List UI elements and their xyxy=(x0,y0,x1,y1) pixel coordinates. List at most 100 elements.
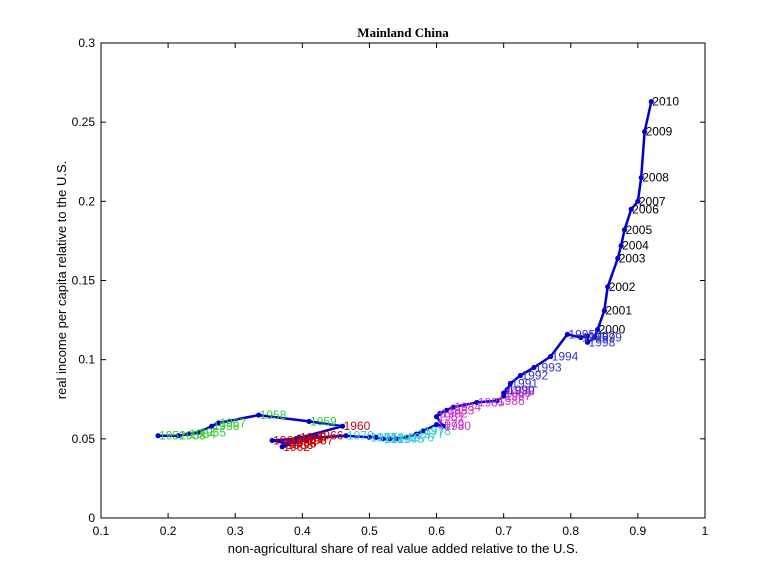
data-point xyxy=(595,326,601,333)
data-point xyxy=(578,334,584,341)
year-label: 1995 xyxy=(568,327,595,341)
year-label: 1981 xyxy=(438,410,465,424)
data-point xyxy=(501,390,507,396)
y-axis-ticks: 0 0.05 0.1 0.15 0.2 0.25 0.3 xyxy=(72,36,705,525)
year-label: 1952 xyxy=(159,429,186,443)
data-point xyxy=(444,407,450,413)
data-point xyxy=(306,418,312,425)
year-label: 1998 xyxy=(589,335,616,349)
data-point xyxy=(209,423,215,429)
data-point xyxy=(635,198,641,204)
x-tick-label: 0.8 xyxy=(562,524,579,538)
year-label: 1957 xyxy=(219,416,246,430)
data-point xyxy=(648,98,654,105)
data-point xyxy=(175,433,181,439)
data-point xyxy=(366,434,373,440)
data-point xyxy=(256,412,262,418)
data-point xyxy=(621,227,628,233)
year-label: 1985 xyxy=(478,395,505,409)
year-label: 1996 xyxy=(582,331,609,345)
year-label: 2008 xyxy=(642,171,669,185)
year-label: 1959 xyxy=(310,414,337,428)
year-label: 1970 xyxy=(347,429,374,443)
year-label: 1989 xyxy=(505,386,532,400)
year-label: 1999 xyxy=(595,331,622,345)
year-label: 1971 xyxy=(370,430,397,444)
data-point xyxy=(628,206,634,212)
data-point xyxy=(296,434,302,440)
x-axis-label: non-agricultural share of real value add… xyxy=(228,541,578,556)
data-point xyxy=(564,331,571,337)
year-label: 1994 xyxy=(552,350,579,364)
year-label: 1974 xyxy=(391,432,418,446)
x-tick-label: 0.4 xyxy=(294,524,311,538)
data-point xyxy=(517,372,524,379)
x-tick-label: 0.9 xyxy=(630,524,647,538)
data-point xyxy=(450,404,456,410)
data-series xyxy=(155,98,654,450)
data-point xyxy=(440,423,446,429)
data-point xyxy=(615,255,621,261)
y-tick-label: 0.05 xyxy=(72,432,96,446)
data-point xyxy=(393,436,399,442)
data-point xyxy=(420,428,426,434)
data-point xyxy=(303,437,309,444)
year-label: 2004 xyxy=(622,239,649,253)
year-label: 1988 xyxy=(508,384,535,398)
year-label: 1991 xyxy=(511,376,538,390)
year-label: 1975 xyxy=(397,432,424,446)
data-point xyxy=(215,420,222,426)
x-tick-label: 0.2 xyxy=(160,524,177,538)
data-point xyxy=(413,431,420,437)
data-point xyxy=(494,398,500,404)
data-point xyxy=(155,433,161,439)
year-label: 1967 xyxy=(307,433,334,447)
chart-title: Mainland China xyxy=(357,25,449,40)
data-point xyxy=(403,434,409,440)
x-tick-label: 0.6 xyxy=(428,524,445,538)
year-label: 1962 xyxy=(283,440,310,454)
data-point xyxy=(286,440,292,447)
year-label: 2010 xyxy=(652,95,679,109)
x-tick-label: 0.7 xyxy=(495,524,512,538)
data-point xyxy=(313,433,319,439)
year-label: 1969 xyxy=(273,433,300,447)
year-label: 2001 xyxy=(605,304,632,318)
year-label: 1990 xyxy=(508,383,535,397)
data-point xyxy=(591,334,597,341)
year-label: 1965 xyxy=(300,430,327,444)
year-label: 1982 xyxy=(441,407,468,421)
data-point xyxy=(548,353,554,360)
x-tick-label: 0.1 xyxy=(93,524,110,538)
x-tick-label: 0.5 xyxy=(361,524,378,538)
year-label: 1955 xyxy=(199,426,226,440)
year-label: 1954 xyxy=(189,427,216,441)
data-point xyxy=(504,387,510,393)
x-axis-ticks: 0.1 0.2 0.3 0.4 0.5 0.6 0.7 0.8 0.9 1 xyxy=(93,43,709,538)
y-tick-label: 0.3 xyxy=(78,36,95,50)
year-label: 1961 xyxy=(297,432,324,446)
year-label: 1953 xyxy=(179,429,206,443)
data-point xyxy=(340,423,346,429)
data-point xyxy=(507,380,513,387)
data-point xyxy=(601,307,607,314)
year-label: 1963 xyxy=(287,438,314,452)
year-label: 2000 xyxy=(599,323,626,337)
data-point xyxy=(642,129,648,135)
year-label: 1978 xyxy=(424,424,451,438)
year-label: 1968 xyxy=(290,437,317,451)
year-label: 2006 xyxy=(632,202,659,216)
data-point xyxy=(386,436,393,442)
y-tick-label: 0.1 xyxy=(78,353,95,367)
data-point xyxy=(618,243,624,249)
year-label: 1972 xyxy=(377,430,404,444)
data-point xyxy=(584,339,591,345)
year-label: 2002 xyxy=(609,280,636,294)
year-label: 1993 xyxy=(535,361,562,375)
year-label: 1966 xyxy=(317,429,344,443)
data-point xyxy=(195,429,201,436)
year-label: 1958 xyxy=(260,408,287,422)
data-point xyxy=(474,399,480,406)
data-point xyxy=(433,421,440,428)
